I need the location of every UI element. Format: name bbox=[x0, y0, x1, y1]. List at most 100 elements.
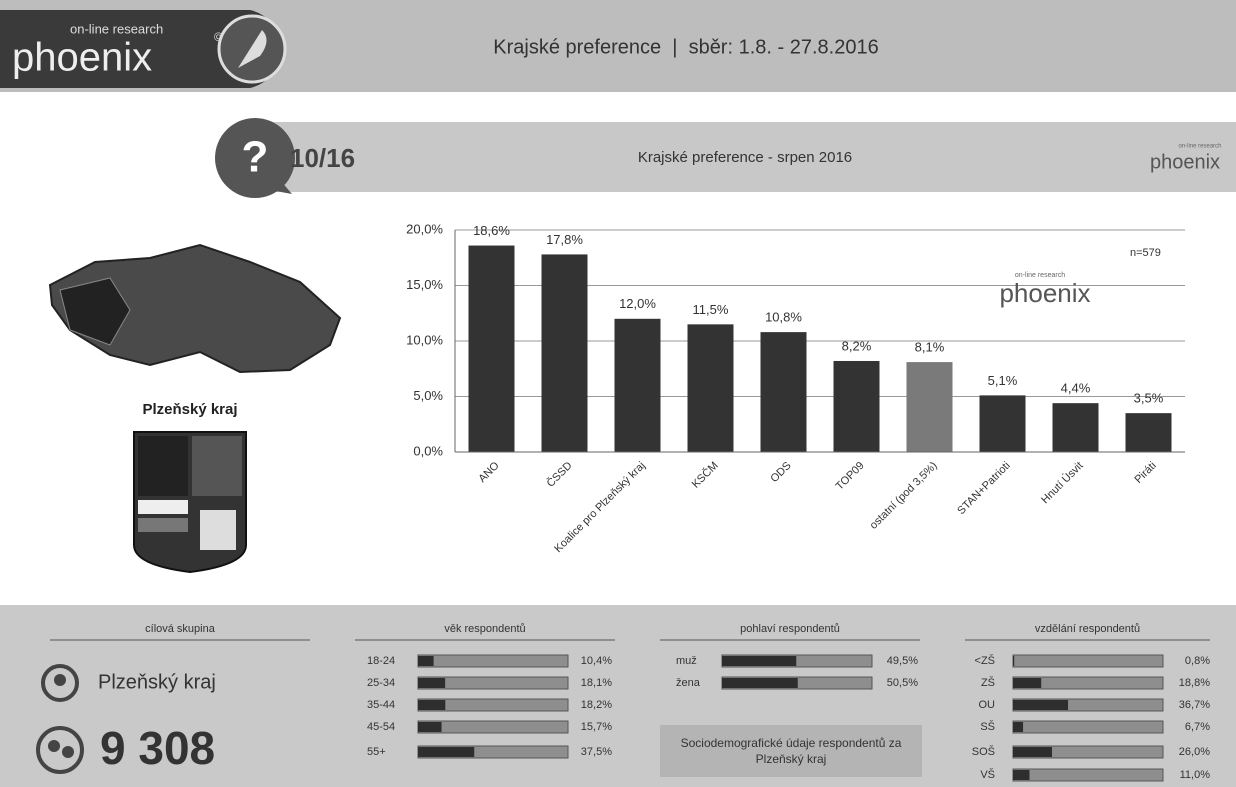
question-bar bbox=[245, 122, 1236, 192]
row-label: <ZŠ bbox=[975, 654, 995, 667]
bar bbox=[1013, 747, 1052, 757]
bar bbox=[760, 332, 807, 452]
x-tick-label: ODS bbox=[768, 460, 793, 485]
row-label: 25-34 bbox=[367, 677, 395, 689]
row-label: ZŠ bbox=[981, 676, 995, 689]
value-label: 0,8% bbox=[1185, 655, 1210, 667]
x-tick-label: Piráti bbox=[1132, 460, 1158, 486]
y-tick-label: 20,0% bbox=[406, 221, 443, 236]
panel-heading: vzdělání respondentů bbox=[1035, 623, 1140, 635]
value-label: 50,5% bbox=[887, 677, 918, 689]
logo-small: on-line research bbox=[70, 21, 163, 36]
bar bbox=[722, 678, 798, 688]
y-tick-label: 0,0% bbox=[413, 443, 443, 458]
logo-box bbox=[0, 10, 282, 88]
arms-stripe bbox=[138, 518, 188, 532]
value-label: 26,0% bbox=[1179, 746, 1210, 758]
value-label: 10,4% bbox=[581, 655, 612, 667]
bar bbox=[833, 360, 880, 452]
watermark-small: on-line research bbox=[1015, 272, 1065, 279]
value-label: 18,6% bbox=[473, 223, 510, 238]
row-label: 45-54 bbox=[367, 721, 395, 733]
value-label: 4,4% bbox=[1061, 381, 1091, 396]
bar-track bbox=[1012, 654, 1164, 668]
y-tick-label: 5,0% bbox=[413, 388, 443, 403]
logo-mark: © bbox=[214, 30, 223, 44]
target-location: Plzeňský kraj bbox=[98, 671, 216, 693]
logo: phoenix bbox=[12, 36, 152, 80]
y-tick-label: 15,0% bbox=[406, 277, 443, 292]
value-label: 3,5% bbox=[1134, 391, 1164, 406]
row-label: žena bbox=[676, 677, 701, 689]
bar bbox=[1125, 413, 1172, 452]
arms-lion bbox=[138, 436, 188, 496]
bar bbox=[418, 747, 475, 757]
x-tick-label: ČSSD bbox=[544, 459, 575, 490]
x-tick-label: ANO bbox=[476, 459, 502, 485]
value-label: 37,5% bbox=[581, 746, 612, 758]
x-tick-label: KSČM bbox=[689, 459, 721, 491]
bar bbox=[614, 318, 661, 452]
note: Sociodemografické údaje respondentů za P… bbox=[660, 725, 922, 777]
annotation: n=579 bbox=[1130, 247, 1161, 259]
bar-track bbox=[417, 654, 569, 668]
question-icon bbox=[215, 118, 295, 198]
people-dot bbox=[48, 740, 60, 752]
bar bbox=[418, 656, 434, 666]
row-label: 18-24 bbox=[367, 655, 395, 667]
bar bbox=[979, 395, 1026, 452]
panel-heading: cílová skupina bbox=[145, 623, 216, 635]
people-icon bbox=[36, 726, 84, 774]
bar bbox=[1013, 770, 1030, 780]
value-label: 49,5% bbox=[887, 655, 918, 667]
x-tick-label: Hnutí Úsvit bbox=[1038, 459, 1085, 506]
panel-heading: pohlaví respondentů bbox=[740, 623, 840, 635]
row-label: muž bbox=[676, 655, 697, 667]
value-label: 36,7% bbox=[1179, 699, 1210, 711]
bar bbox=[1013, 656, 1015, 666]
panel-heading: věk respondentů bbox=[444, 623, 525, 635]
question-title: Krajské preference - srpen 2016 bbox=[638, 149, 852, 166]
bar bbox=[541, 254, 588, 452]
value-label: 10,8% bbox=[765, 310, 802, 325]
region-name: Plzeňský kraj bbox=[142, 401, 237, 418]
y-tick-label: 10,0% bbox=[406, 332, 443, 347]
row-label: OU bbox=[979, 699, 996, 711]
arms-camel bbox=[192, 436, 242, 496]
location-icon bbox=[41, 664, 79, 702]
location-dot bbox=[54, 674, 66, 686]
row-label: SŠ bbox=[980, 720, 995, 733]
value-label: 18,1% bbox=[581, 677, 612, 689]
value-label: 11,5% bbox=[693, 302, 729, 317]
x-tick-label: TOP09 bbox=[834, 460, 867, 493]
value-label: 15,7% bbox=[581, 721, 612, 733]
question-tail bbox=[270, 180, 292, 194]
feather bbox=[238, 30, 267, 68]
row-label: VŠ bbox=[980, 768, 995, 781]
bar-track bbox=[1012, 768, 1164, 782]
bar bbox=[687, 324, 734, 452]
arms-church bbox=[200, 510, 236, 550]
bar bbox=[906, 362, 953, 452]
x-tick-label: STAN+Patrioti bbox=[955, 460, 1012, 517]
bar bbox=[418, 722, 442, 732]
value-label: 17,8% bbox=[546, 232, 583, 247]
question-mark: ? bbox=[242, 133, 269, 182]
bar bbox=[722, 656, 797, 666]
value-label: 11,0% bbox=[1180, 769, 1211, 781]
value-label: 5,1% bbox=[988, 373, 1018, 388]
watermark: phoenix bbox=[999, 278, 1090, 308]
value-label: 8,1% bbox=[915, 340, 945, 355]
value-label: 6,7% bbox=[1185, 721, 1210, 733]
row-label: 55+ bbox=[367, 746, 386, 758]
value-label: 18,2% bbox=[581, 699, 612, 711]
bar bbox=[418, 678, 446, 688]
map-region bbox=[59, 277, 131, 346]
bar bbox=[1013, 700, 1069, 710]
header-title: Krajské preference | sběr: 1.8. - 27.8.2… bbox=[493, 36, 878, 58]
value-label: 12,0% bbox=[619, 296, 656, 311]
map bbox=[48, 243, 342, 374]
x-tick-label: ostatní (pod 3,5%) bbox=[868, 460, 940, 532]
bar-track bbox=[1012, 720, 1164, 734]
